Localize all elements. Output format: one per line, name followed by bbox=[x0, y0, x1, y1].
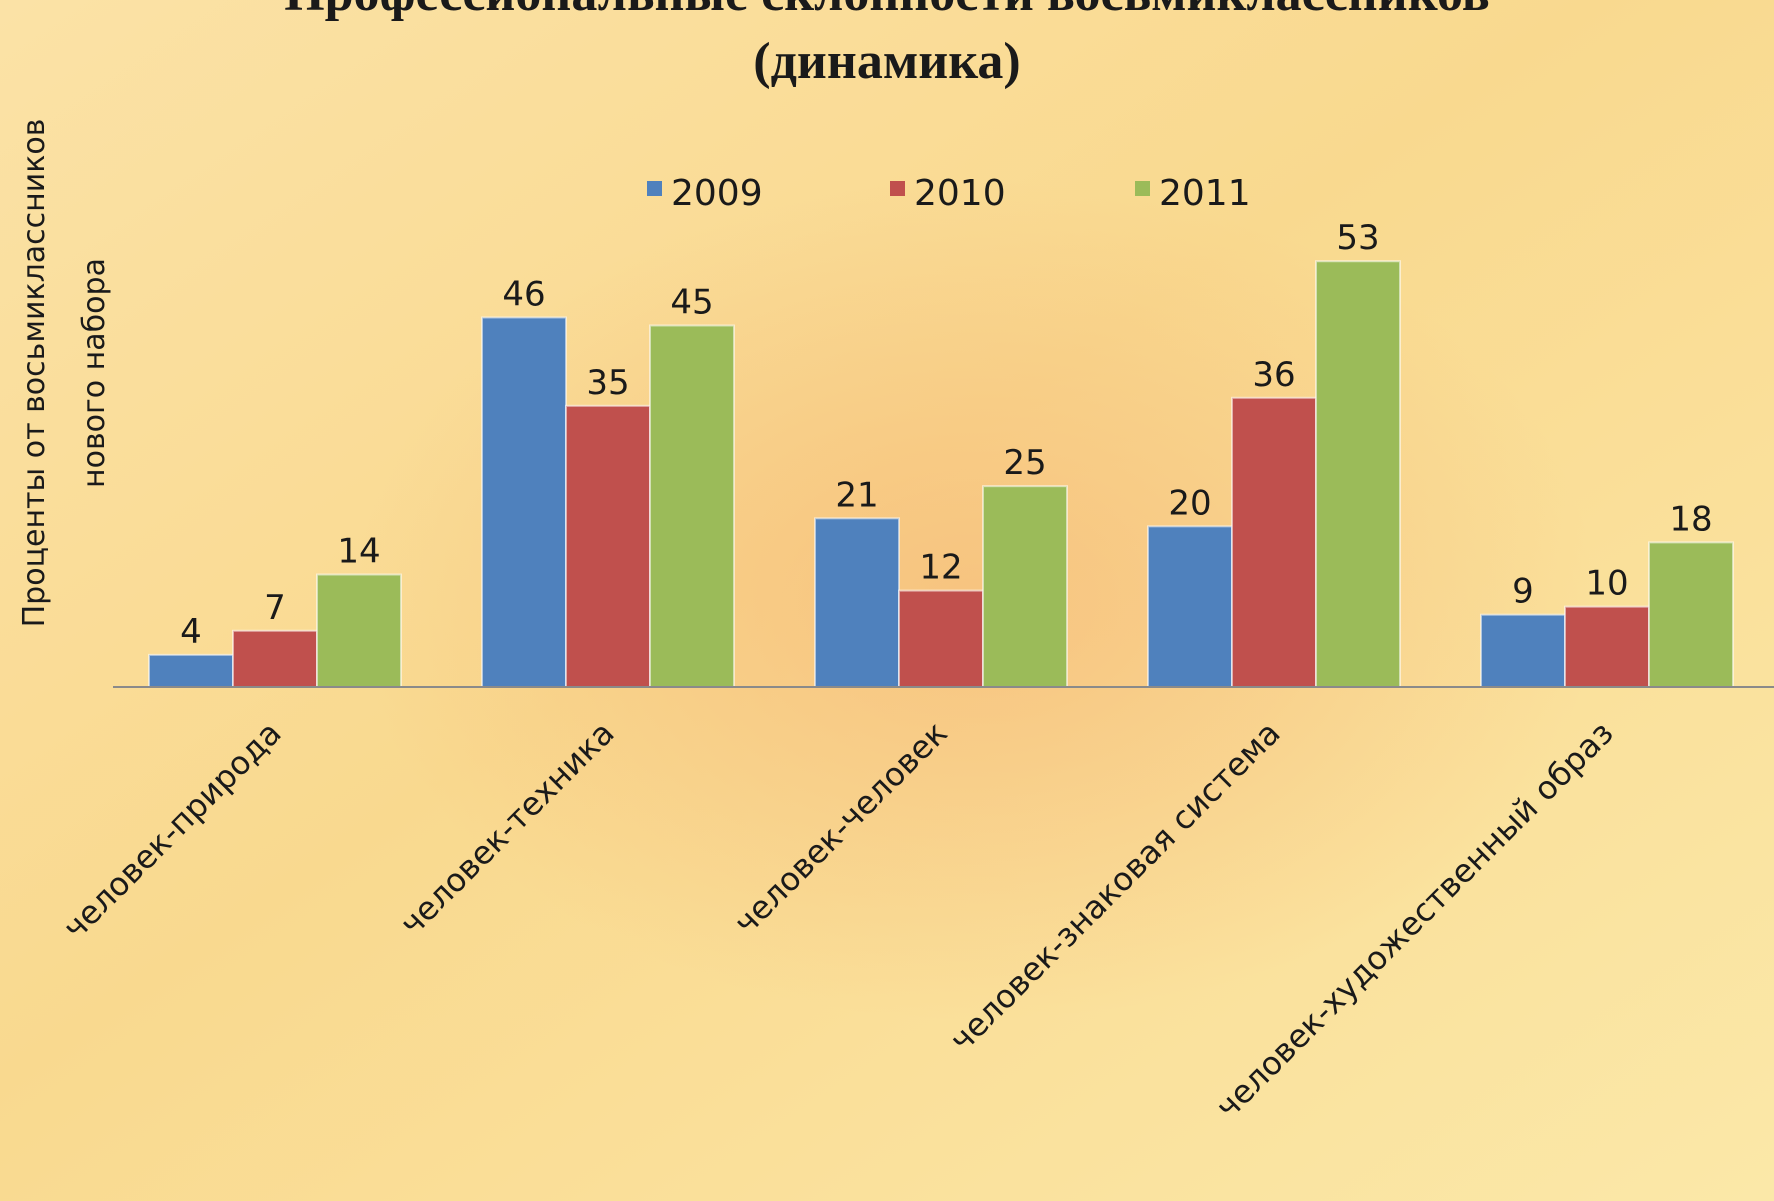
bar bbox=[1564, 605, 1650, 689]
legend-label: 2011 bbox=[1159, 173, 1251, 214]
chart-title: Профессиональные склонности восьмиклассн… bbox=[284, 0, 1490, 22]
bar bbox=[1648, 541, 1734, 689]
bar bbox=[649, 324, 735, 688]
data-label: 25 bbox=[1003, 443, 1046, 483]
chart-title: (динамика) bbox=[753, 33, 1020, 90]
data-label: 20 bbox=[1168, 483, 1211, 523]
data-label: 9 bbox=[1512, 572, 1534, 612]
bar bbox=[481, 316, 567, 688]
legend-swatch bbox=[647, 181, 662, 196]
bar bbox=[1147, 525, 1233, 688]
bar bbox=[814, 517, 900, 688]
data-label: 53 bbox=[1336, 218, 1379, 258]
legend-swatch bbox=[1135, 181, 1150, 196]
bar bbox=[1315, 260, 1401, 688]
data-label: 10 bbox=[1585, 564, 1628, 604]
data-label: 12 bbox=[919, 548, 962, 588]
data-label: 45 bbox=[670, 283, 713, 323]
bar bbox=[148, 653, 234, 688]
y-axis-label-line: Проценты от восьмиклассников bbox=[17, 119, 52, 628]
bar bbox=[565, 404, 651, 688]
data-label: 46 bbox=[502, 274, 545, 314]
bar bbox=[1231, 396, 1317, 688]
bar bbox=[1480, 613, 1566, 689]
data-label: 14 bbox=[337, 532, 380, 572]
legend-label: 2010 bbox=[914, 173, 1006, 214]
data-label: 36 bbox=[1252, 355, 1295, 395]
bar bbox=[982, 485, 1068, 688]
data-label: 35 bbox=[586, 363, 629, 403]
data-label: 7 bbox=[264, 588, 286, 628]
y-axis-label: Проценты от восьмиклассников нового набо… bbox=[17, 119, 112, 628]
bar bbox=[898, 589, 984, 688]
legend-swatch bbox=[890, 181, 905, 196]
y-axis-label-line: нового набора bbox=[77, 258, 112, 488]
legend-label: 2009 bbox=[671, 173, 763, 214]
data-label: 4 bbox=[180, 612, 202, 652]
bar bbox=[232, 629, 318, 688]
bar bbox=[316, 573, 402, 688]
data-label: 18 bbox=[1669, 499, 1712, 539]
data-label: 21 bbox=[835, 475, 878, 515]
